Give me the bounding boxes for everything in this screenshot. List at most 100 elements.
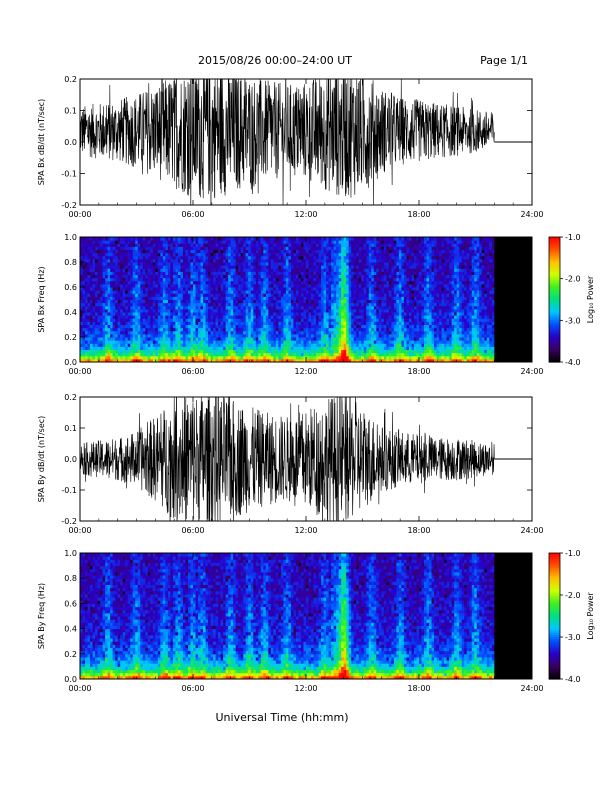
heatmap-cell [185,280,189,285]
heatmap-cell [298,262,302,266]
heatmap-cell [127,340,131,344]
heatmap-cell [295,252,299,257]
heatmap-cell [193,287,197,291]
heatmap-cell [105,262,109,266]
heatmap-cell [150,258,154,263]
heatmap-cell [376,277,380,282]
heatmap-cell [147,343,151,347]
heatmap-cell [177,252,181,257]
heatmap-cell [105,249,109,254]
heatmap-cell [160,283,164,288]
heatmap-cell [240,340,244,344]
heatmap-cell [102,352,106,357]
heatmap-cell [195,358,199,362]
heatmap-cell [115,243,119,247]
heatmap-cell [328,277,332,282]
heatmap-cell [388,324,392,329]
heatmap-cell [250,255,254,260]
heatmap-cell [132,243,136,247]
heatmap-cell [107,283,111,288]
heatmap-cell [160,321,164,326]
heatmap-cell [223,299,227,304]
heatmap-cell [253,324,257,329]
heatmap-cell [193,240,197,244]
heatmap-cell [137,305,141,310]
heatmap-cell [263,249,267,254]
heatmap-cell [240,330,244,335]
heatmap-cell [353,243,357,247]
heatmap-cell [218,265,222,269]
heatmap-cell [263,315,267,319]
heatmap-cell [238,265,242,269]
heatmap-cell [280,352,284,357]
heatmap-cell [363,283,367,288]
heatmap-cell [193,296,197,301]
heatmap-cell [97,299,101,304]
heatmap-cell [210,312,214,316]
heatmap-cell [273,358,277,362]
heatmap-cell [180,327,184,332]
heatmap-cell [223,305,227,310]
heatmap-cell [150,352,154,357]
heatmap-cell [295,249,299,254]
heatmap-cell [230,280,234,285]
heatmap-cell [255,271,259,276]
heatmap-cell [316,340,320,344]
heatmap-cell [140,315,144,319]
heatmap-cell [180,308,184,313]
heatmap-cell [233,333,237,338]
heatmap-cell [378,293,382,297]
heatmap-cell [215,271,219,276]
heatmap-cell [311,358,315,362]
heatmap-cell [258,346,262,351]
heatmap-cell [228,274,232,279]
heatmap-cell [180,355,184,360]
heatmap-cell [223,312,227,316]
heatmap-cell [311,308,315,313]
heatmap-cell [381,352,385,357]
heatmap-cell [165,352,169,357]
heatmap-cell [200,287,204,291]
heatmap-cell [293,349,297,354]
heatmap-cell [157,274,161,279]
heatmap-cell [295,343,299,347]
heatmap-cell [363,287,367,291]
heatmap-cell [318,296,322,301]
heatmap-cell [328,340,332,344]
heatmap-cell [80,283,84,288]
heatmap-cell [323,299,327,304]
heatmap-cell [120,243,124,247]
heatmap-cell [167,237,171,241]
heatmap-cell [318,268,322,272]
heatmap-cell [386,243,390,247]
heatmap-cell [95,333,99,338]
heatmap-cell [368,287,372,291]
heatmap-cell [280,296,284,301]
heatmap-cell [208,302,212,307]
heatmap-cell [142,265,146,269]
heatmap-cell [275,262,279,266]
heatmap-cell [316,330,320,335]
heatmap-cell [333,287,337,291]
heatmap-cell [243,337,247,341]
heatmap-cell [341,268,345,272]
heatmap-cell [120,352,124,357]
heatmap-cell [180,333,184,338]
heatmap-cell [135,243,139,247]
heatmap-cell [208,293,212,297]
heatmap-cell [147,283,151,288]
heatmap-cell [265,352,269,357]
heatmap-cell [150,327,154,332]
heatmap-cell [193,318,197,322]
heatmap-cell [105,318,109,322]
heatmap-cell [298,240,302,244]
heatmap-cell [268,277,272,282]
heatmap-cell [220,268,224,272]
heatmap-cell [311,252,315,257]
heatmap-cell [268,283,272,288]
heatmap-cell [85,283,89,288]
heatmap-cell [378,240,382,244]
heatmap-cell [376,283,380,288]
heatmap-cell [85,246,89,251]
heatmap-cell [82,358,86,362]
